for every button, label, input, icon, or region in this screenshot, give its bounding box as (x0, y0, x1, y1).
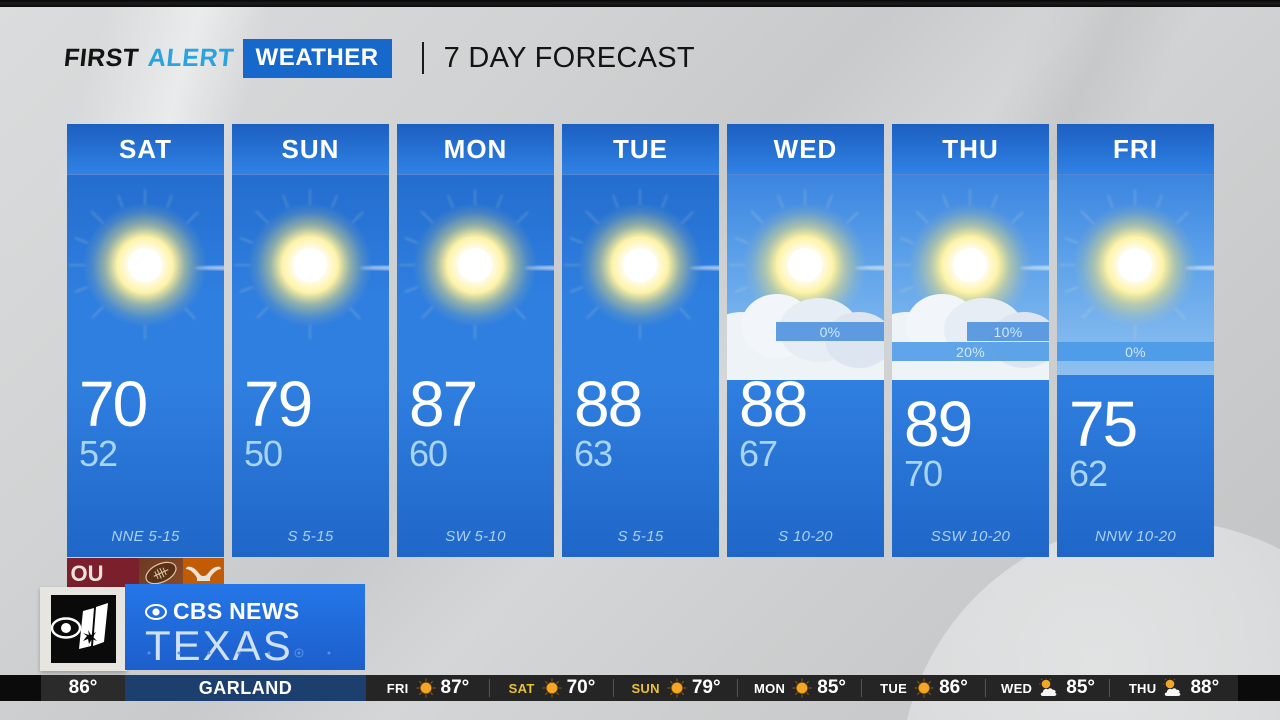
svg-text:OU: OU (71, 561, 104, 586)
